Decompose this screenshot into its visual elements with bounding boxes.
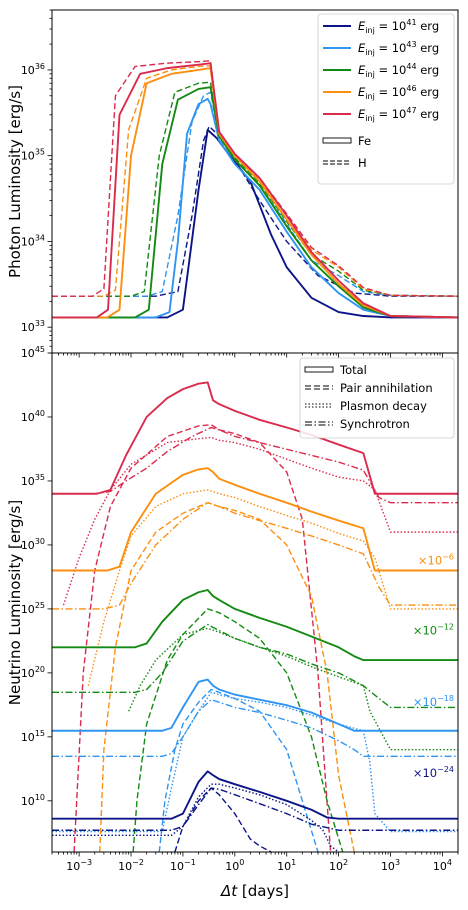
legend-label: Total xyxy=(339,363,367,377)
x-tick-label: 102 xyxy=(329,858,348,873)
series-line-7 xyxy=(52,501,458,610)
legend-label: Einj = 1044 erg xyxy=(358,62,439,79)
legend-label: Einj = 1047 erg xyxy=(358,106,439,123)
series-line-3 xyxy=(52,426,458,504)
legend-label: Einj = 1041 erg xyxy=(358,18,439,35)
y-tick-label: 1033 xyxy=(21,319,45,334)
y-tick-label: 1040 xyxy=(21,409,45,424)
y-tick-label: 1034 xyxy=(21,233,45,248)
legend-label: Synchrotron xyxy=(340,417,410,431)
series-line-14 xyxy=(52,691,458,833)
legend-label: Einj = 1043 erg xyxy=(358,40,439,57)
legend-swatch xyxy=(323,160,351,165)
series-line-8 xyxy=(52,589,458,662)
legend-label: H xyxy=(358,156,367,170)
series-line-7 xyxy=(52,65,458,297)
x-tick-label: 10−2 xyxy=(118,858,144,873)
x-tick-label: 100 xyxy=(225,858,244,873)
x-tick-label: 10−1 xyxy=(170,858,196,873)
series-line-6 xyxy=(87,489,458,686)
x-tick-label: 101 xyxy=(277,858,296,873)
scale-factor-label: ×10−24 xyxy=(413,765,454,780)
y-tick-label: 1035 xyxy=(21,148,45,163)
series-line-2 xyxy=(62,436,458,606)
legend: Einj = 1041 erg Einj = 1043 erg Einj = 104… xyxy=(317,13,455,185)
y-tick-label: 1030 xyxy=(21,537,45,552)
x-tick-label: 103 xyxy=(381,858,400,873)
y-tick-label: 1035 xyxy=(21,473,45,488)
legend: Total Pair annihilation Plasmon decay Synch… xyxy=(299,357,455,439)
legend-swatch xyxy=(305,421,333,426)
series-line-9 xyxy=(132,608,344,852)
legend-swatch xyxy=(304,366,334,373)
series-group xyxy=(52,60,458,319)
legend-label: Einj = 1046 erg xyxy=(358,84,439,101)
neutrino-luminosity-panel: 1010 1015 1020 1025 1030 1035 1040 1045 10−3 10−2… xyxy=(6,345,459,900)
legend-label: Fe xyxy=(358,134,371,148)
x-tick-label: 10−3 xyxy=(66,858,92,873)
series-line-13 xyxy=(158,688,319,852)
y-tick-label: 1025 xyxy=(21,601,45,616)
series-line-16 xyxy=(52,770,458,820)
y-tick-label: 1020 xyxy=(21,665,45,680)
legend-swatch xyxy=(305,385,333,390)
series-line-10 xyxy=(128,627,458,751)
series-line-12 xyxy=(52,678,458,732)
legend-label: Pair annihilation xyxy=(340,381,433,395)
y-axis-label: Photon Luminosity [erg/s] xyxy=(6,85,24,278)
series-line-0 xyxy=(52,381,458,495)
legend-frame xyxy=(299,357,455,439)
series-line-8 xyxy=(52,62,458,319)
x-tick-label: 104 xyxy=(433,858,452,873)
scale-factor-label: ×10−12 xyxy=(413,622,454,637)
scale-factor-label: ×10−6 xyxy=(418,552,454,567)
series-line-4 xyxy=(52,467,458,572)
series-group xyxy=(52,381,458,852)
legend-swatch xyxy=(322,137,352,144)
photon-luminosity-panel: 1033 1034 1035 1036 Photon Luminosity [erg/s… xyxy=(6,9,459,358)
series-line-5 xyxy=(52,81,458,297)
scale-factor-label: ×10−18 xyxy=(413,694,454,709)
series-line-9 xyxy=(52,60,458,297)
series-line-19 xyxy=(52,787,458,831)
y-axis-label: Neutrino Luminosity [erg/s] xyxy=(6,500,24,705)
y-tick-label: 1036 xyxy=(21,62,45,77)
axes-frame xyxy=(51,352,459,853)
y-tick-label: 1045 xyxy=(21,345,45,360)
x-axis-label: Δt [days] xyxy=(220,882,289,900)
y-tick-label: 1015 xyxy=(21,729,45,744)
legend-swatch xyxy=(305,403,333,408)
y-tick-label: 1010 xyxy=(21,793,45,808)
legend-frame xyxy=(317,13,455,185)
series-line-2 xyxy=(52,97,458,319)
legend-label: Plasmon decay xyxy=(340,399,427,413)
